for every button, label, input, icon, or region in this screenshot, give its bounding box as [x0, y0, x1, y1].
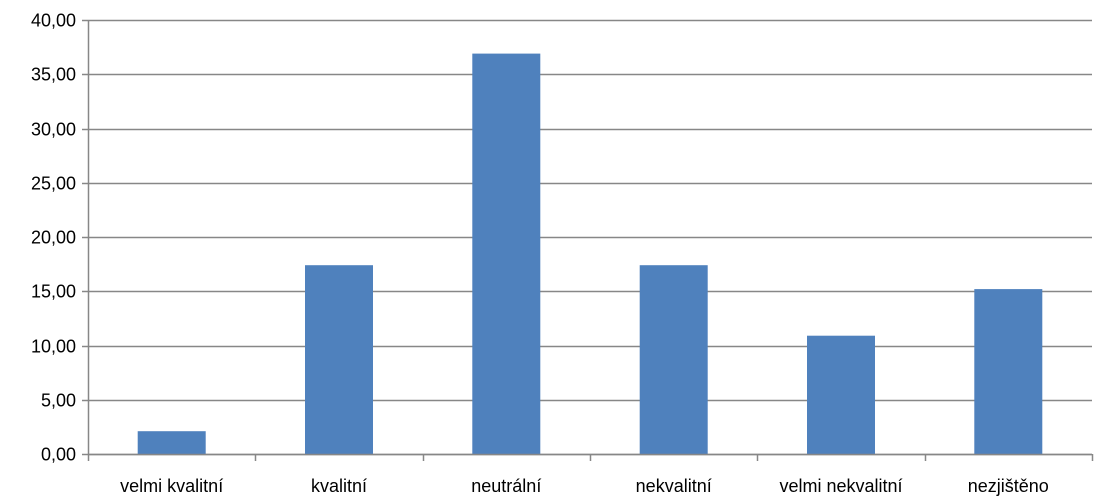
y-tick-label: 30,00	[31, 120, 76, 140]
bar	[137, 431, 206, 454]
y-tick-label: 15,00	[31, 282, 76, 302]
x-category-label: velmi nekvalitní	[779, 476, 902, 496]
axes	[82, 19, 1094, 461]
x-axis-category-labels: velmi kvalitní kvalitní neutrální nekvalitn…	[120, 476, 1049, 496]
y-tick-label: 5,00	[41, 391, 76, 411]
y-tick-label: 35,00	[31, 65, 76, 85]
x-category-label: kvalitní	[311, 476, 367, 496]
y-tick-label: 10,00	[31, 337, 76, 357]
bars	[137, 53, 1043, 454]
y-tick-label: 20,00	[31, 228, 76, 248]
bar	[305, 265, 373, 454]
x-category-label: neutrální	[471, 476, 541, 496]
y-tick-label: 25,00	[31, 174, 76, 194]
y-tick-label: 40,00	[31, 11, 76, 31]
x-category-label: nezjištěno	[968, 476, 1049, 496]
x-category-label: nekvalitní	[636, 476, 712, 496]
x-category-label: velmi kvalitní	[120, 476, 223, 496]
bar	[807, 335, 875, 454]
y-axis-tick-labels: 0,00 5,00 10,00 15,00 20,00 25,00 30,00 35,00 40…	[31, 11, 76, 465]
gridlines	[88, 19, 1092, 456]
bar	[639, 265, 708, 454]
y-tick-label: 0,00	[41, 445, 76, 465]
bar	[974, 289, 1043, 454]
bar	[472, 53, 541, 454]
